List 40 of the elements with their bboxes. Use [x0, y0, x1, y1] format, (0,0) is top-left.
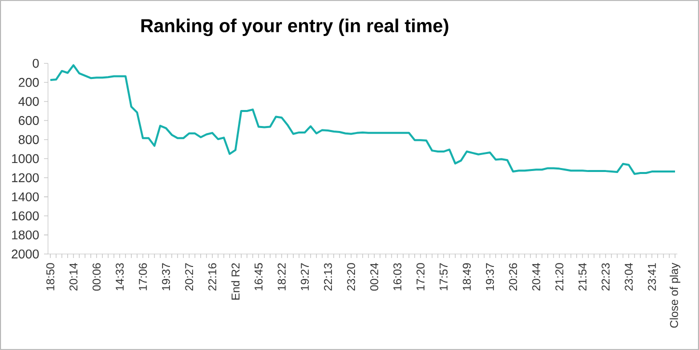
x-tick-label: End R2	[231, 263, 240, 300]
x-tick-label: 18:49	[462, 263, 471, 290]
x-tick-label: 20:27	[185, 263, 194, 291]
x-tick-label: 17:20	[416, 263, 425, 290]
x-tick-label: 17:57	[440, 263, 448, 290]
x-tick-label: 22:13	[324, 263, 332, 291]
y-tick-label: 2000	[12, 250, 39, 258]
x-tick-label: 16:03	[393, 263, 402, 290]
y-tick-label: 1200	[12, 173, 39, 182]
x-tick-label: 22:23	[602, 263, 610, 291]
x-tick-label: 20:44	[532, 263, 540, 291]
x-tick-label: 17:06	[138, 263, 147, 290]
y-tick-label: 1600	[12, 211, 39, 220]
x-tick-label: 16:45	[254, 263, 263, 290]
x-tick-label: 18:50	[46, 263, 54, 290]
x-tick-label: 00:06	[92, 263, 101, 291]
y-tick-label: 1000	[12, 154, 39, 164]
y-tick-label: 400	[18, 96, 39, 106]
y-tick-label: 1800	[12, 230, 39, 240]
x-tick-label: Close of play	[670, 262, 680, 328]
y-tick-label: 800	[18, 135, 39, 144]
chart-title: Ranking of your entry (in real time)	[141, 18, 448, 36]
x-tick-label: 20:14	[69, 263, 78, 291]
y-tick-label: 1400	[12, 192, 39, 202]
y-tick-label: 0	[32, 58, 39, 68]
x-tick-label: 00:24	[370, 263, 378, 291]
x-tick-label: 19:37	[162, 263, 170, 290]
x-tick-label: 22:16	[208, 263, 216, 291]
x-tick-label: 19:37	[486, 263, 494, 290]
x-tick-label: 23:41	[648, 263, 656, 291]
x-tick-label: 18:22	[278, 263, 286, 290]
x-tick-label: 23:04	[624, 263, 633, 291]
x-tick-label: 14:33	[116, 263, 124, 290]
x-tick-label: 23:20	[347, 263, 356, 291]
y-tick-label: 200	[18, 78, 39, 87]
x-tick-label: 21:20	[555, 263, 564, 291]
x-tick-label: 21:54	[578, 263, 586, 291]
x-tick-label: 19:27	[300, 263, 309, 290]
x-tick-label: 20:26	[509, 263, 518, 291]
y-tick-label: 600	[18, 116, 39, 126]
